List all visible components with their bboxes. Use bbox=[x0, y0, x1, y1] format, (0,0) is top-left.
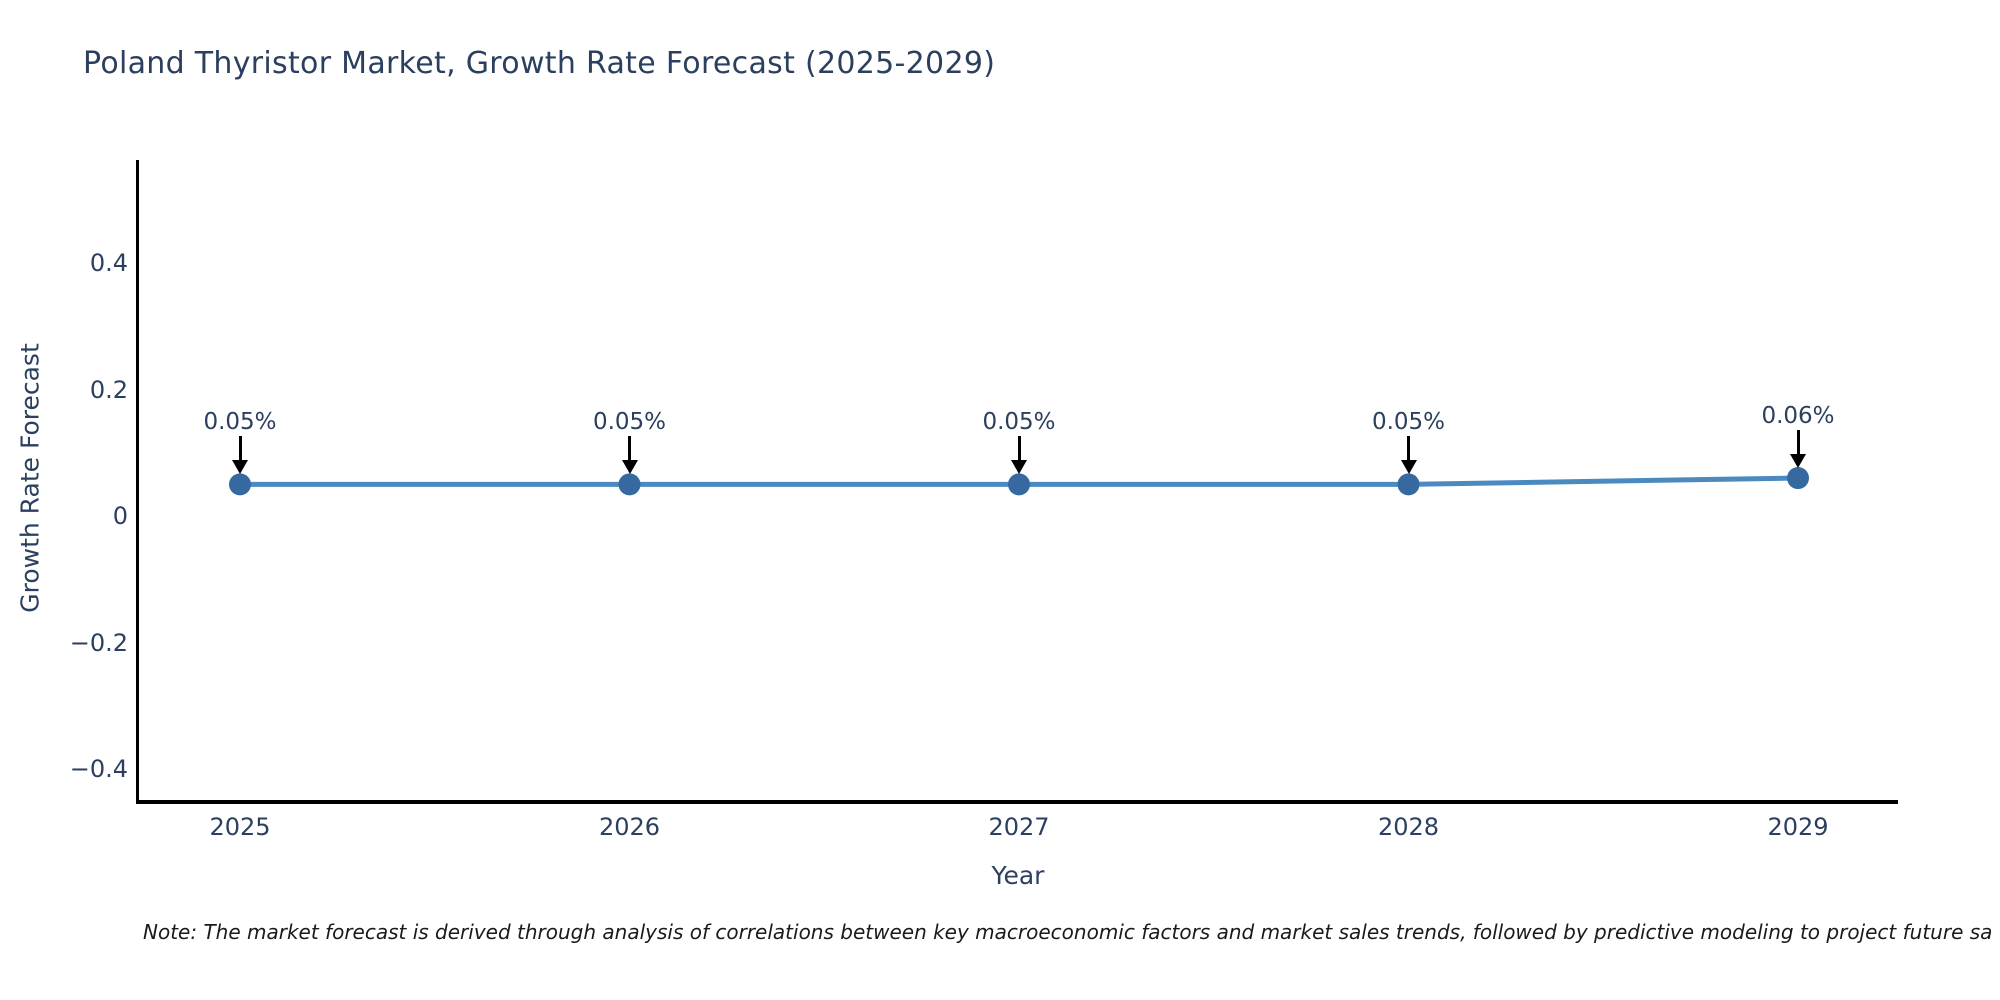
y-tick-label: 0.4 bbox=[89, 249, 128, 277]
x-axis-title: Year bbox=[991, 861, 1045, 890]
x-tick-label: 2029 bbox=[1767, 813, 1829, 841]
annotation-arrow-line bbox=[1017, 436, 1021, 461]
data-point-2027 bbox=[1008, 473, 1030, 496]
annotation-arrow-line bbox=[1796, 430, 1800, 455]
y-tick-label: −0.4 bbox=[69, 755, 128, 783]
annotation-label: 0.05% bbox=[592, 409, 667, 436]
x-tick-label: 2026 bbox=[598, 813, 661, 841]
x-axis-line bbox=[136, 800, 1898, 804]
data-point-2028 bbox=[1397, 473, 1420, 496]
annotation-arrow-line bbox=[628, 436, 631, 461]
y-axis-line bbox=[136, 160, 139, 804]
annotation-label: 0.06% bbox=[1761, 403, 1835, 430]
data-point-2026 bbox=[618, 473, 641, 496]
annotation-label: 0.05% bbox=[982, 409, 1056, 436]
data-point-2029 bbox=[1787, 467, 1809, 490]
y-tick-label: 0 bbox=[112, 502, 128, 530]
annotation-arrow-head-icon bbox=[232, 460, 248, 475]
data-point-2025 bbox=[229, 473, 251, 496]
y-tick-label: 0.2 bbox=[89, 375, 128, 404]
y-tick-label: −0.2 bbox=[69, 628, 128, 657]
chart-title: Poland Thyristor Market, Growth Rate For… bbox=[83, 46, 996, 81]
x-tick-label: 2027 bbox=[988, 813, 1050, 841]
annotation-label: 0.05% bbox=[1371, 409, 1446, 436]
annotation-arrow-head-icon bbox=[1011, 460, 1027, 475]
footnote: Note: The market forecast is derived thr… bbox=[143, 920, 1993, 944]
annotation-arrow-line bbox=[1407, 436, 1410, 461]
annotation-arrow-head-icon bbox=[1400, 460, 1417, 475]
annotation-label: 0.05% bbox=[203, 409, 277, 436]
annotation-arrow-line bbox=[238, 436, 242, 461]
annotation-arrow-head-icon bbox=[1790, 454, 1806, 469]
x-tick-label: 2025 bbox=[209, 813, 271, 841]
x-tick-label: 2028 bbox=[1377, 813, 1440, 841]
annotation-arrow-head-icon bbox=[621, 460, 638, 475]
